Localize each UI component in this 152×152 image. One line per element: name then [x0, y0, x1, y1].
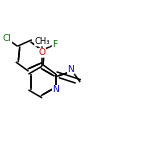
Text: N: N	[52, 85, 59, 94]
Text: Cl: Cl	[3, 34, 12, 43]
Text: CH₃: CH₃	[34, 37, 50, 46]
Text: F: F	[52, 40, 57, 49]
Text: O: O	[39, 48, 46, 57]
Text: N: N	[67, 65, 74, 74]
